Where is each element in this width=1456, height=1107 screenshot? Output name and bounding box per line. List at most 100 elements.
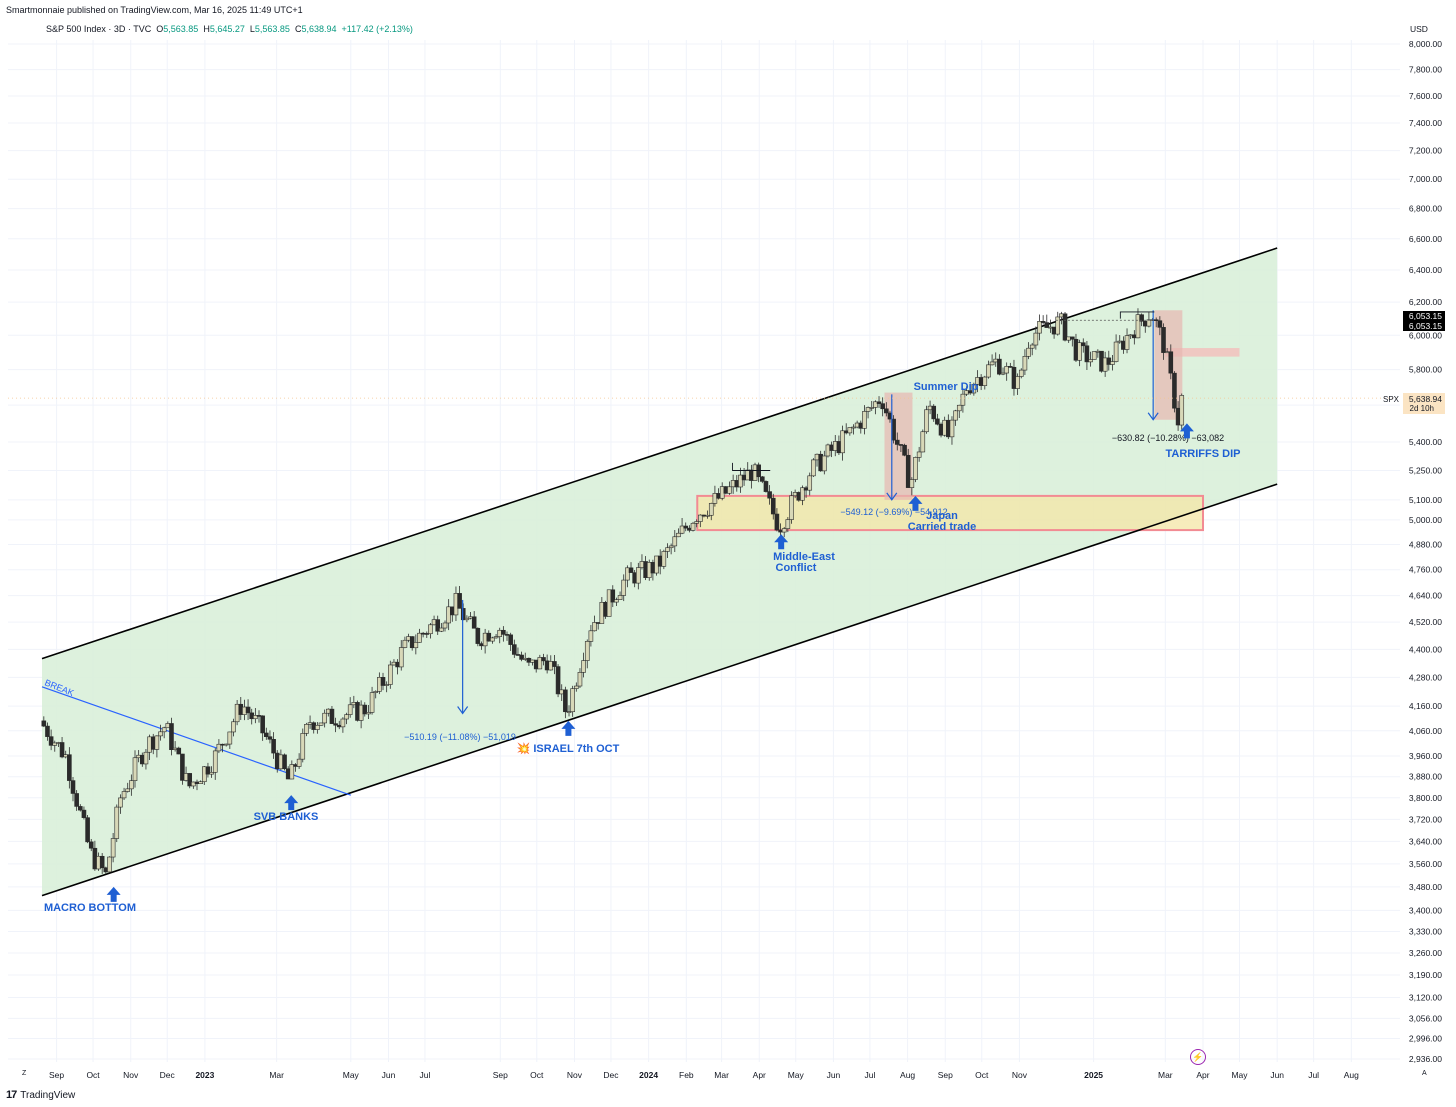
time-tick-label: Mar [269, 1070, 284, 1080]
candle-up [672, 536, 678, 547]
annotation-arrow-icon [1179, 423, 1194, 439]
candle-up [781, 528, 787, 533]
price-tick-label: 7,400.00 [1409, 118, 1442, 128]
last-price-value: 5,638.94 [1409, 394, 1442, 404]
candle-up [1091, 351, 1097, 360]
measure-arrow-head [457, 706, 469, 715]
time-tick-label: Aug [1344, 1070, 1359, 1080]
candle-down [760, 476, 765, 482]
candle-up [1179, 395, 1185, 426]
price-tick-label: 3,056.00 [1409, 1013, 1442, 1023]
time-tick-label: Mar [714, 1070, 729, 1080]
measure-label: −549.12 (−9.69%) −54,912 [840, 507, 947, 517]
candle-up [574, 685, 579, 689]
candle-up [668, 545, 674, 549]
candle-up [129, 780, 134, 790]
candle-up [949, 419, 955, 438]
last-price-countdown: 2d 10h [1410, 404, 1434, 413]
candle-up [428, 624, 433, 635]
candle-up [107, 856, 112, 873]
annotation-label: Middle-East [773, 551, 835, 563]
candle-up [840, 430, 845, 454]
candle-up [614, 599, 619, 603]
annotation-arrow-icon [561, 720, 576, 736]
candle-down [264, 732, 269, 737]
candle-down [1070, 336, 1075, 340]
candle-up [388, 664, 393, 685]
candle-down [894, 439, 900, 445]
time-tick-label: May [788, 1070, 805, 1080]
candle-down [519, 654, 524, 660]
candle-down [74, 793, 79, 807]
annotation-label: 💥 ISRAEL 7th OCT [517, 742, 620, 755]
candle-up [862, 411, 867, 429]
candle-up [636, 567, 641, 584]
channel-upper-line [41, 247, 1278, 660]
high-marker-line [732, 462, 771, 471]
candle-up [924, 409, 929, 433]
symbol-legend: S&P 500 Index · 3D · TVC O5,563.85 H5,64… [46, 24, 413, 34]
price-tick-label: 2,996.00 [1409, 1034, 1442, 1044]
candle-up [661, 551, 667, 567]
candle-down [880, 403, 885, 410]
candle-down [508, 634, 513, 645]
candle-up [811, 459, 816, 477]
candle-up [1110, 361, 1115, 365]
price-tick-label: 4,160.00 [1409, 701, 1442, 711]
time-tick-label: Oct [530, 1070, 544, 1080]
candle-up [566, 711, 572, 714]
time-tick-label: Jun [1270, 1070, 1284, 1080]
candle-up [676, 532, 681, 538]
candle-down [1157, 320, 1163, 328]
candle-up [315, 724, 320, 730]
price-tick-label: 5,000.00 [1409, 515, 1442, 525]
price-tick-label: 5,800.00 [1409, 365, 1442, 375]
candle-up [865, 407, 871, 412]
candle-down [176, 747, 182, 755]
high-label: H [203, 24, 210, 34]
candle-up [1026, 347, 1031, 357]
price-tick-label: 4,880.00 [1409, 540, 1442, 550]
candle-down [267, 736, 273, 740]
timezone-edge-label[interactable]: Z [22, 1070, 27, 1077]
candle-down [541, 657, 546, 662]
candle-up [584, 641, 590, 661]
candle-up [960, 393, 966, 406]
candle-up [1037, 321, 1042, 334]
candle-down [767, 491, 772, 499]
candle-up [1018, 369, 1024, 377]
high-value: 5,645.27 [209, 24, 245, 34]
candle-down [380, 677, 386, 686]
candle-down [205, 766, 211, 775]
candle-down [77, 806, 83, 811]
time-tick-label: Oct [975, 1070, 989, 1080]
candle-down [362, 704, 368, 715]
annotation-arrow-icon [908, 495, 923, 511]
candle-up [1029, 344, 1035, 349]
candle-up [121, 791, 127, 799]
time-tick-label: Aug [900, 1070, 915, 1080]
annotation-label: MACRO BOTTOM [44, 902, 136, 914]
auto-scale-label[interactable]: A [1422, 1070, 1427, 1077]
tradingview-brand: TradingView [20, 1089, 76, 1101]
candle-up [989, 361, 995, 366]
candle-up [223, 743, 229, 746]
price-tick-label: 3,120.00 [1409, 992, 1442, 1002]
candle-up [789, 495, 794, 520]
candle-down [1106, 357, 1112, 365]
price-tick-label: 5,100.00 [1409, 495, 1442, 505]
candle-down [931, 405, 937, 420]
annotation-label: TARRIFFS DIP [1166, 448, 1241, 460]
currency-label: USD [1410, 24, 1428, 34]
price-tick-label: 4,060.00 [1409, 726, 1442, 736]
price-tick-label: 6,800.00 [1409, 204, 1442, 214]
lightning-icon[interactable]: ⚡ [1190, 1049, 1206, 1065]
candle-up [570, 688, 575, 713]
candle-up [1033, 332, 1039, 346]
candle-up [705, 514, 710, 517]
channel-lower-line [41, 483, 1278, 897]
measure-arrow-head [886, 492, 898, 501]
candle-up [953, 410, 958, 421]
candle-up [916, 451, 922, 458]
